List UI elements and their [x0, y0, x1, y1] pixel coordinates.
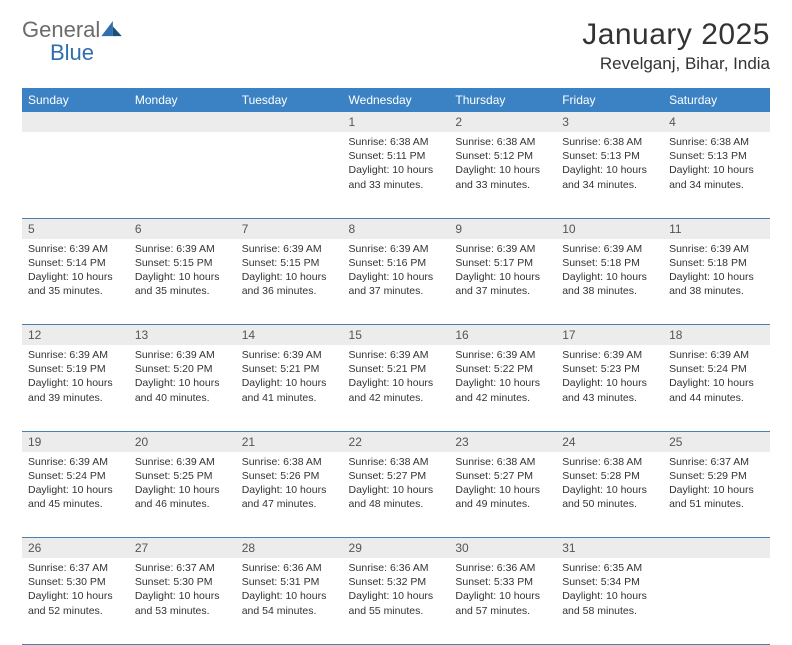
day-cell: Sunrise: 6:38 AMSunset: 5:26 PMDaylight:…: [236, 452, 343, 518]
day-number: 20: [129, 432, 236, 452]
day-cell: Sunrise: 6:39 AMSunset: 5:24 PMDaylight:…: [22, 452, 129, 518]
day-cell: Sunrise: 6:39 AMSunset: 5:17 PMDaylight:…: [449, 239, 556, 305]
day-cell: Sunrise: 6:37 AMSunset: 5:30 PMDaylight:…: [129, 558, 236, 624]
day-number: 12: [22, 325, 129, 345]
day-number: 28: [236, 538, 343, 558]
day-number: 19: [22, 432, 129, 452]
month-title: January 2025: [582, 18, 770, 52]
day-number: 2: [449, 112, 556, 132]
day-number: 22: [343, 432, 450, 452]
daynum-row: 567891011: [22, 218, 770, 239]
day-number: 17: [556, 325, 663, 345]
empty-cell: [236, 132, 343, 218]
day-number: 27: [129, 538, 236, 558]
day-number: 31: [556, 538, 663, 558]
day-cell: Sunrise: 6:37 AMSunset: 5:29 PMDaylight:…: [663, 452, 770, 518]
empty-cell: [22, 132, 129, 218]
day-cell: Sunrise: 6:39 AMSunset: 5:15 PMDaylight:…: [129, 239, 236, 305]
day-header: Friday: [556, 88, 663, 112]
title-block: January 2025 Revelganj, Bihar, India: [582, 18, 770, 74]
day-cell: Sunrise: 6:39 AMSunset: 5:18 PMDaylight:…: [556, 239, 663, 305]
day-number-empty: [22, 112, 129, 132]
day-number: 11: [663, 219, 770, 239]
day-number: 14: [236, 325, 343, 345]
day-cell: Sunrise: 6:38 AMSunset: 5:11 PMDaylight:…: [343, 132, 450, 198]
day-cell: Sunrise: 6:38 AMSunset: 5:27 PMDaylight:…: [343, 452, 450, 518]
empty-cell: [129, 132, 236, 218]
day-cell: Sunrise: 6:38 AMSunset: 5:27 PMDaylight:…: [449, 452, 556, 518]
day-cell: Sunrise: 6:39 AMSunset: 5:23 PMDaylight:…: [556, 345, 663, 411]
header: GeneralBlue January 2025 Revelganj, Biha…: [22, 18, 770, 74]
day-header: Tuesday: [236, 88, 343, 112]
day-number: 30: [449, 538, 556, 558]
day-number: 21: [236, 432, 343, 452]
day-cell: Sunrise: 6:35 AMSunset: 5:34 PMDaylight:…: [556, 558, 663, 624]
day-number: 29: [343, 538, 450, 558]
day-header-row: SundayMondayTuesdayWednesdayThursdayFrid…: [22, 88, 770, 112]
day-number: 26: [22, 538, 129, 558]
day-number: 7: [236, 219, 343, 239]
day-number-empty: [129, 112, 236, 132]
week-row: Sunrise: 6:39 AMSunset: 5:24 PMDaylight:…: [22, 452, 770, 538]
daynum-row: 1234: [22, 112, 770, 132]
day-header: Saturday: [663, 88, 770, 112]
day-cell: Sunrise: 6:38 AMSunset: 5:13 PMDaylight:…: [663, 132, 770, 198]
day-cell: Sunrise: 6:37 AMSunset: 5:30 PMDaylight:…: [22, 558, 129, 624]
day-cell: Sunrise: 6:39 AMSunset: 5:16 PMDaylight:…: [343, 239, 450, 305]
day-number: 13: [129, 325, 236, 345]
day-header: Wednesday: [343, 88, 450, 112]
week-row: Sunrise: 6:37 AMSunset: 5:30 PMDaylight:…: [22, 558, 770, 644]
day-number: 9: [449, 219, 556, 239]
daynum-row: 262728293031: [22, 538, 770, 559]
day-number: 16: [449, 325, 556, 345]
day-cell: Sunrise: 6:39 AMSunset: 5:21 PMDaylight:…: [236, 345, 343, 411]
day-number: 23: [449, 432, 556, 452]
day-number: 1: [343, 112, 450, 132]
day-cell: Sunrise: 6:39 AMSunset: 5:18 PMDaylight:…: [663, 239, 770, 305]
week-row: Sunrise: 6:38 AMSunset: 5:11 PMDaylight:…: [22, 132, 770, 218]
day-cell: Sunrise: 6:38 AMSunset: 5:12 PMDaylight:…: [449, 132, 556, 198]
daynum-row: 12131415161718: [22, 325, 770, 346]
day-header: Sunday: [22, 88, 129, 112]
day-number-empty: [236, 112, 343, 132]
week-row: Sunrise: 6:39 AMSunset: 5:19 PMDaylight:…: [22, 345, 770, 431]
day-cell: Sunrise: 6:39 AMSunset: 5:20 PMDaylight:…: [129, 345, 236, 411]
day-cell: Sunrise: 6:38 AMSunset: 5:28 PMDaylight:…: [556, 452, 663, 518]
day-cell: Sunrise: 6:39 AMSunset: 5:24 PMDaylight:…: [663, 345, 770, 411]
calendar-table: SundayMondayTuesdayWednesdayThursdayFrid…: [22, 88, 770, 645]
day-cell: Sunrise: 6:36 AMSunset: 5:32 PMDaylight:…: [343, 558, 450, 624]
day-number: 8: [343, 219, 450, 239]
day-cell: Sunrise: 6:36 AMSunset: 5:33 PMDaylight:…: [449, 558, 556, 624]
day-cell: Sunrise: 6:39 AMSunset: 5:19 PMDaylight:…: [22, 345, 129, 411]
day-number-empty: [663, 538, 770, 558]
location: Revelganj, Bihar, India: [582, 54, 770, 74]
day-number: 24: [556, 432, 663, 452]
day-number: 5: [22, 219, 129, 239]
day-cell: Sunrise: 6:39 AMSunset: 5:21 PMDaylight:…: [343, 345, 450, 411]
day-cell: Sunrise: 6:39 AMSunset: 5:25 PMDaylight:…: [129, 452, 236, 518]
day-cell: Sunrise: 6:38 AMSunset: 5:13 PMDaylight:…: [556, 132, 663, 198]
day-number: 3: [556, 112, 663, 132]
daynum-row: 19202122232425: [22, 431, 770, 452]
day-cell: Sunrise: 6:39 AMSunset: 5:22 PMDaylight:…: [449, 345, 556, 411]
day-cell: Sunrise: 6:36 AMSunset: 5:31 PMDaylight:…: [236, 558, 343, 624]
day-number: 6: [129, 219, 236, 239]
logo: GeneralBlue: [22, 18, 123, 64]
week-row: Sunrise: 6:39 AMSunset: 5:14 PMDaylight:…: [22, 239, 770, 325]
day-number: 4: [663, 112, 770, 132]
day-number: 18: [663, 325, 770, 345]
day-number: 25: [663, 432, 770, 452]
day-number: 10: [556, 219, 663, 239]
day-header: Monday: [129, 88, 236, 112]
empty-cell: [663, 558, 770, 644]
day-number: 15: [343, 325, 450, 345]
day-cell: Sunrise: 6:39 AMSunset: 5:15 PMDaylight:…: [236, 239, 343, 305]
day-cell: Sunrise: 6:39 AMSunset: 5:14 PMDaylight:…: [22, 239, 129, 305]
day-header: Thursday: [449, 88, 556, 112]
